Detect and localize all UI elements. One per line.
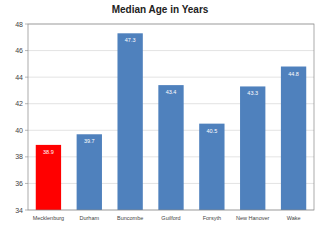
bar (281, 67, 306, 210)
y-tick (25, 156, 28, 157)
data-label: 44.8 (288, 71, 299, 77)
x-tick-label: Wake (287, 215, 301, 221)
background (0, 0, 320, 232)
data-label: 43.3 (247, 90, 258, 96)
x-tick-label: Buncombe (117, 215, 143, 221)
bar (240, 86, 265, 210)
y-tick (25, 130, 28, 131)
y-tick-label: 48 (15, 21, 23, 28)
labels: 38.9 39.7 47.3 43.4 40.5 43.3 44.8 (43, 37, 299, 155)
x-tick-label: New Hanover (236, 215, 269, 221)
y-tick-label: 36 (15, 180, 23, 187)
y-tick-label: 46 (15, 47, 23, 54)
bar (77, 134, 102, 210)
chart-svg: Median Age in Years343638404244464838.93… (0, 0, 320, 232)
y-tick-label: 44 (15, 74, 23, 81)
y-tick (25, 77, 28, 78)
y-tick (25, 24, 28, 25)
bar (199, 124, 224, 210)
data-label: 39.7 (84, 138, 95, 144)
title: Median Age in Years (112, 4, 209, 15)
bar (117, 33, 142, 210)
y-tick-label: 38 (15, 153, 23, 160)
grid-line (28, 50, 314, 51)
data-label: 38.9 (43, 149, 54, 155)
y-tick (25, 50, 28, 51)
plot-frame (28, 24, 314, 210)
y-tick-label: 42 (15, 100, 23, 107)
y-tick (25, 210, 28, 211)
data-label: 47.3 (125, 37, 136, 43)
bar (158, 85, 183, 210)
data-label: 43.4 (166, 89, 177, 95)
x-tick-label: Forsyth (203, 215, 221, 221)
grid-line (28, 77, 314, 78)
chart-container: Median Age in Years343638404244464838.93… (0, 0, 320, 232)
data-label: 40.5 (206, 128, 217, 134)
y-tick-label: 34 (15, 207, 23, 214)
x-tick-label: Mecklenburg (33, 215, 65, 221)
x-tick-label: Guilford (161, 215, 180, 221)
y-tick-label: 40 (15, 127, 23, 134)
y-tick (25, 103, 28, 104)
bars (36, 33, 306, 210)
bar (36, 145, 61, 210)
y-tick (25, 183, 28, 184)
x-tick-label: Durham (80, 215, 100, 221)
